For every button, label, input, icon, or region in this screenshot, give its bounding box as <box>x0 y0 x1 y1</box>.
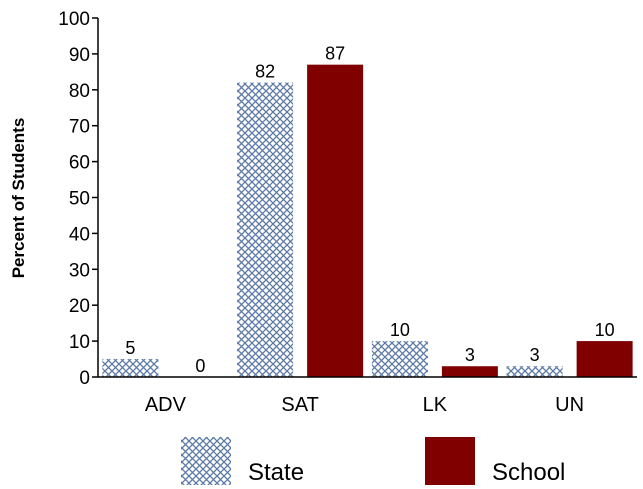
bar-state-sat <box>237 82 294 378</box>
x-category-label: UN <box>555 394 584 416</box>
y-axis-label: Percent of Students <box>9 118 28 279</box>
bar-state-un <box>506 366 563 377</box>
data-label: 10 <box>390 320 410 340</box>
bar-school-sat <box>307 64 364 378</box>
legend-swatch-school <box>425 437 475 485</box>
x-category-label: SAT <box>281 394 318 416</box>
y-tick-label: 100 <box>58 9 90 30</box>
y-tick-label: 20 <box>69 296 90 317</box>
legend-swatch-state <box>181 437 231 485</box>
data-label: 5 <box>125 338 135 358</box>
y-tick-label: 40 <box>69 224 90 245</box>
y-tick-label: 70 <box>69 117 90 138</box>
data-label: 10 <box>595 320 615 340</box>
data-label: 3 <box>465 345 475 365</box>
bar-school-lk <box>441 366 498 377</box>
x-category-label: ADV <box>145 394 187 416</box>
legend-label-state: State <box>248 459 304 486</box>
y-tick-label: 60 <box>69 153 90 174</box>
y-tick-label: 80 <box>69 81 90 102</box>
data-label: 0 <box>195 356 205 376</box>
data-label: 82 <box>255 62 275 82</box>
y-tick-label: 50 <box>69 189 90 210</box>
y-tick-label: 90 <box>69 45 90 66</box>
y-tick-label: 10 <box>69 332 90 353</box>
bar-school-un <box>576 341 633 377</box>
legend-label-school: School <box>492 459 565 486</box>
data-label: 3 <box>530 345 540 365</box>
x-category-label: LK <box>423 394 448 416</box>
bar-state-lk <box>371 341 428 377</box>
y-tick-label: 0 <box>79 368 90 389</box>
y-tick-label: 30 <box>69 260 90 281</box>
data-label: 87 <box>325 44 345 64</box>
bar-state-adv <box>102 359 159 377</box>
